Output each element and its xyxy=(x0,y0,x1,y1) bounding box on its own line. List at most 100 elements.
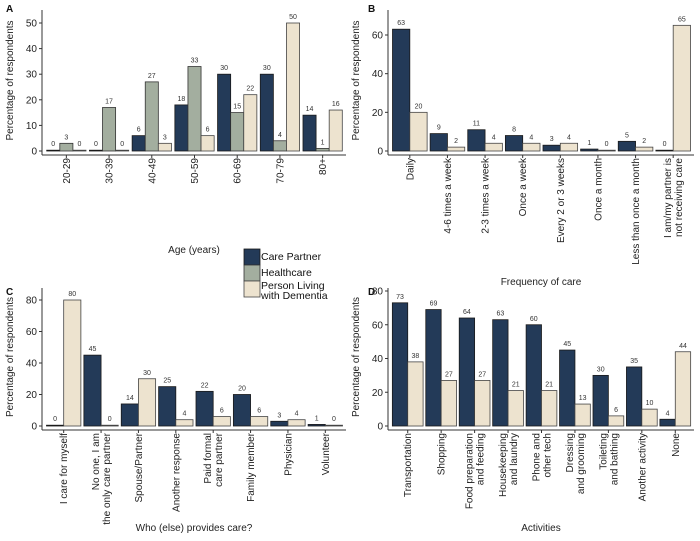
bar-group-spouse-partner: 14 30 xyxy=(120,370,157,427)
value-label-pd: 3 xyxy=(163,134,167,141)
bar-group-toileting-and-bathing: 30 6 xyxy=(592,366,625,427)
value-label-pd: 2 xyxy=(454,138,458,145)
y-tick-label: 40 xyxy=(372,69,384,80)
x-category-label: not receiving care xyxy=(674,158,685,237)
x-category-label: 30-39 xyxy=(105,158,116,184)
value-label-hc: 3 xyxy=(64,134,68,141)
y-tick-label: 0 xyxy=(31,147,37,158)
value-label-pd: 27 xyxy=(445,371,453,378)
bar-group-20-29: 0 3 0 xyxy=(46,134,87,152)
bar-cp-toileting-and-bathing xyxy=(592,374,609,427)
legend-label: Healthcare xyxy=(261,267,312,279)
bar-pd-70-79 xyxy=(286,22,300,152)
y-tick-label: 0 xyxy=(377,422,383,433)
value-label-pd: 4 xyxy=(567,134,571,141)
value-label-cp: 4 xyxy=(666,410,670,417)
bar-cp-housekeeping-and-laundry xyxy=(492,319,509,427)
value-label-pd: 6 xyxy=(206,127,210,134)
y-tick-label: 20 xyxy=(372,108,384,119)
value-label-hc: 1 xyxy=(321,139,325,146)
bar-pd-30-39 xyxy=(115,149,130,152)
bar-pd-volunteer xyxy=(324,424,343,427)
value-label-pd: 2 xyxy=(642,138,646,145)
value-label-cp: 0 xyxy=(53,416,57,423)
x-axis-title: Frequency of care xyxy=(501,277,582,288)
panel-d-activities-chart: D 0 20 40 60 80 Percentage of respondents 73 38 T… xyxy=(351,287,694,534)
bar-pd-none xyxy=(674,351,692,427)
value-label-pd: 30 xyxy=(143,370,151,377)
x-category-label: Transportation xyxy=(403,433,414,497)
value-label-cp: 0 xyxy=(663,141,667,148)
panel-letter: B xyxy=(368,4,375,15)
bar-hc-20-29 xyxy=(59,142,74,152)
legend-item-cp: Care Partner xyxy=(243,248,322,266)
x-category-label: Volunteer xyxy=(321,432,332,475)
value-label-cp: 30 xyxy=(220,65,228,72)
bar-pd-once-a-week xyxy=(522,142,541,152)
x-category-label: Once a week xyxy=(518,157,529,216)
x-category-label: Every 2 or 3 weeks xyxy=(556,158,567,243)
bar-pd-50-59 xyxy=(200,135,215,152)
x-category-label: care partner xyxy=(214,432,225,487)
x-category-label: and grooming xyxy=(576,433,587,494)
value-label-cp: 45 xyxy=(89,346,97,353)
value-label-pd: 4 xyxy=(529,134,533,141)
bar-group-i-care-for-myself: 0 80 xyxy=(46,291,82,427)
x-axis-title: Activities xyxy=(521,523,560,534)
bar-group-80: 14 1 16 xyxy=(302,101,343,152)
x-category-label: and laundry xyxy=(509,433,520,485)
bar-group-family-member: 20 6 xyxy=(232,386,269,427)
y-tick-label: 20 xyxy=(26,95,38,106)
bar-group-4-6-times-a-week: 92 xyxy=(429,125,466,152)
value-label-cp: 6 xyxy=(137,127,141,134)
value-label-pd: 21 xyxy=(512,382,520,389)
value-label-pd: 21 xyxy=(545,382,553,389)
value-label-pd: 0 xyxy=(120,141,124,148)
legend-label: with Dementia xyxy=(260,290,328,302)
value-label-cp: 63 xyxy=(496,311,504,318)
x-category-label: 40-49 xyxy=(147,158,158,184)
bar-cp-less-than-once-a-month xyxy=(617,140,636,152)
bar-hc-70-79 xyxy=(272,140,287,152)
bar-cp-another-response xyxy=(158,386,177,427)
x-axis-title: Age (years) xyxy=(168,245,220,256)
x-category-label: Physician xyxy=(283,433,294,476)
bar-cp-shopping xyxy=(425,309,442,427)
x-category-label: Phone and xyxy=(532,433,543,481)
value-label-pd: 22 xyxy=(246,86,254,93)
value-label-cp: 14 xyxy=(126,395,134,402)
bar-pd-dressing-and-grooming xyxy=(574,403,591,427)
bar-group-40-49: 6 27 3 xyxy=(131,73,172,152)
bar-pd-housekeeping-and-laundry xyxy=(507,390,524,427)
x-category-label: Dressing xyxy=(565,433,576,472)
value-label-cp: 5 xyxy=(625,132,629,139)
bar-pd-no-one-i-am-the-only-care-partner xyxy=(100,424,119,427)
bar-cp-paid-formal-care-partner xyxy=(195,390,214,427)
bar-group-another-response: 25 4 xyxy=(158,378,194,427)
bar-group-60-69: 30 15 22 xyxy=(217,65,258,152)
bar-cp-70-79 xyxy=(259,73,274,152)
bar-cp-dressing-and-grooming xyxy=(559,349,576,427)
bar-group-50-59: 18 33 6 xyxy=(174,58,215,152)
bar-pd-shopping xyxy=(440,380,457,427)
bar-hc-80 xyxy=(315,148,330,152)
x-category-label: 50-59 xyxy=(190,158,201,184)
bar-pd-40-49 xyxy=(157,142,172,152)
bar-cp-daily xyxy=(392,28,411,152)
bar-hc-50-59 xyxy=(187,66,202,152)
legend-label: Care Partner xyxy=(261,251,322,263)
x-category-label: I care for myself xyxy=(59,433,70,504)
y-tick-label: 20 xyxy=(26,390,38,401)
bar-group-housekeeping-and-laundry: 63 21 xyxy=(492,311,524,427)
bar-hc-30-39 xyxy=(102,107,117,152)
bar-pd-every-2-or-3-weeks xyxy=(559,142,579,152)
bar-cp-i-am-my-partner-is-not-receiving-care xyxy=(655,149,674,152)
bar-hc-60-69 xyxy=(230,112,245,152)
value-label-cp: 30 xyxy=(597,366,605,373)
value-label-cp: 0 xyxy=(94,141,98,148)
x-category-label: Another response xyxy=(171,433,182,512)
value-label-cp: 0 xyxy=(51,141,55,148)
bar-pd-20-29 xyxy=(72,149,87,152)
